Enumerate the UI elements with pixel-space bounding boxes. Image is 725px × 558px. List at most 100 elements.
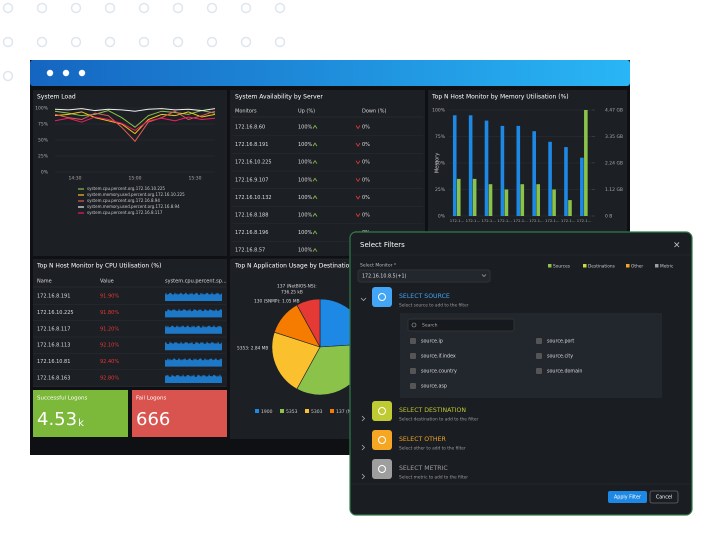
legend-label: system.memory.used.percent.org.172.16.10…	[87, 192, 185, 197]
cell: 100%	[298, 248, 313, 254]
checkbox[interactable]	[410, 338, 416, 344]
panel	[230, 90, 425, 256]
legend-label: system.cpu.percent.org.172.16.10.225	[87, 186, 165, 191]
series-line	[54, 111, 216, 135]
dot	[206, 2, 218, 14]
checkbox-label: source.city	[547, 354, 573, 360]
checkbox[interactable]	[536, 338, 542, 344]
up-arrow	[312, 212, 318, 217]
y-tick-label: 25%	[38, 154, 49, 160]
x-tick-label: 172.1...	[545, 218, 560, 223]
cell-value: 91.80%	[100, 310, 119, 316]
series-line	[54, 110, 216, 128]
bar	[504, 189, 509, 216]
checkbox[interactable]	[410, 368, 416, 374]
dot	[2, 36, 14, 48]
up-arrow	[312, 142, 318, 147]
window-dot	[78, 69, 86, 77]
dot	[240, 36, 252, 48]
bar	[472, 178, 477, 216]
section-chevron[interactable]	[361, 473, 366, 480]
y-tick-label: 75%	[38, 122, 49, 128]
logon-tile	[132, 390, 227, 437]
up-arrow	[312, 124, 318, 129]
monitor-dropdown[interactable]	[357, 269, 491, 283]
cell: 172.16.8.188	[235, 213, 268, 219]
bar	[500, 125, 505, 216]
panel-title: Top N Host Monitor by Memory Utilisation…	[431, 94, 569, 101]
panel-title: Top N Host Monitor by CPU Utilisation (%…	[36, 263, 161, 270]
legend-swatch	[583, 264, 587, 268]
checkbox-label: source.port	[547, 339, 574, 345]
cell-value: 91.90%	[100, 294, 119, 300]
section-subtitle: Select other to add to the filter	[399, 446, 466, 452]
y-tick-label: 75%	[435, 134, 446, 140]
x-tick-label: 172.1...	[466, 218, 481, 223]
cell: 172.16.10.81	[37, 359, 70, 365]
window-dot	[46, 69, 54, 77]
checkbox[interactable]	[410, 353, 416, 359]
section-chevron[interactable]	[361, 415, 366, 422]
dot	[138, 36, 150, 48]
cell-value: 92.80%	[100, 376, 119, 382]
y-tick-label: 100%	[35, 106, 49, 112]
cell: 172.16.8.113	[37, 343, 70, 349]
pie-annotation: 736.25 kB	[281, 290, 303, 296]
cell-value: 91.20%	[100, 326, 119, 332]
legend-swatch	[655, 264, 659, 268]
x-tick-label: 172.1...	[529, 218, 544, 223]
cell: 0%	[362, 160, 370, 166]
dot	[104, 36, 116, 48]
dropdown-value: 172.16.10.8.5(+1)	[362, 274, 407, 280]
checkbox[interactable]	[536, 353, 542, 359]
checkbox-label: source.domain	[547, 369, 582, 375]
section-icon	[372, 287, 392, 307]
cell: 172.16.8.191	[235, 142, 268, 148]
close-button[interactable]: ×	[673, 241, 681, 251]
search-placeholder: Search	[422, 323, 438, 329]
y-tick-label: 0%	[438, 214, 446, 220]
section-title: SELECT OTHER	[399, 436, 446, 443]
axis-title: Memory	[435, 153, 441, 173]
down-arrow	[355, 125, 361, 130]
legend-label: 1900	[261, 409, 273, 415]
cell: 100%	[298, 142, 313, 148]
legend-label: system.cpu.percent.org.172.16.8.94	[87, 198, 160, 203]
search-input[interactable]	[407, 318, 515, 332]
column-header: Monitors	[235, 109, 257, 115]
bar	[456, 178, 461, 216]
section-chevron[interactable]	[360, 297, 367, 302]
sparkline	[165, 357, 222, 367]
y2-tick-label: 2.24 GB	[605, 160, 623, 166]
cell: 172.16.8.60	[235, 125, 265, 131]
column-header: Value	[100, 279, 114, 285]
cancel-button[interactable]	[649, 490, 679, 504]
checkbox[interactable]	[536, 368, 542, 374]
icon-glyph	[378, 407, 386, 415]
dot	[2, 2, 14, 14]
legend-label: 137 (Ne...	[336, 409, 358, 415]
cell: 0%	[362, 195, 370, 201]
x-tick-label: 172.1...	[450, 218, 465, 223]
section-subtitle: Select metric to add to the filter	[399, 475, 468, 481]
column-header: Up (%)	[298, 109, 315, 115]
section-chevron[interactable]	[361, 444, 366, 451]
panel-title: System Availability by Server	[235, 94, 323, 101]
legend-label: system.memory.used.percent.org.172.16.8.…	[87, 204, 180, 209]
tile-value: 666	[136, 409, 170, 430]
bar	[580, 157, 584, 216]
tile-label: Fail Logons	[136, 396, 167, 402]
cell: 100%	[298, 195, 313, 201]
section-icon	[372, 430, 392, 450]
dot	[36, 36, 48, 48]
section-title: SELECT METRIC	[399, 465, 448, 472]
x-tick-label: 15:00	[129, 176, 142, 182]
checkbox[interactable]	[410, 383, 416, 389]
checkbox-label: source.if.index	[421, 354, 456, 360]
pie-slice	[271, 331, 321, 390]
pie-slice	[296, 298, 321, 348]
legend-label: Destinations	[588, 264, 616, 270]
x-tick-label: 14:30	[69, 176, 82, 182]
apply-button[interactable]	[608, 491, 647, 503]
bar	[552, 189, 556, 216]
